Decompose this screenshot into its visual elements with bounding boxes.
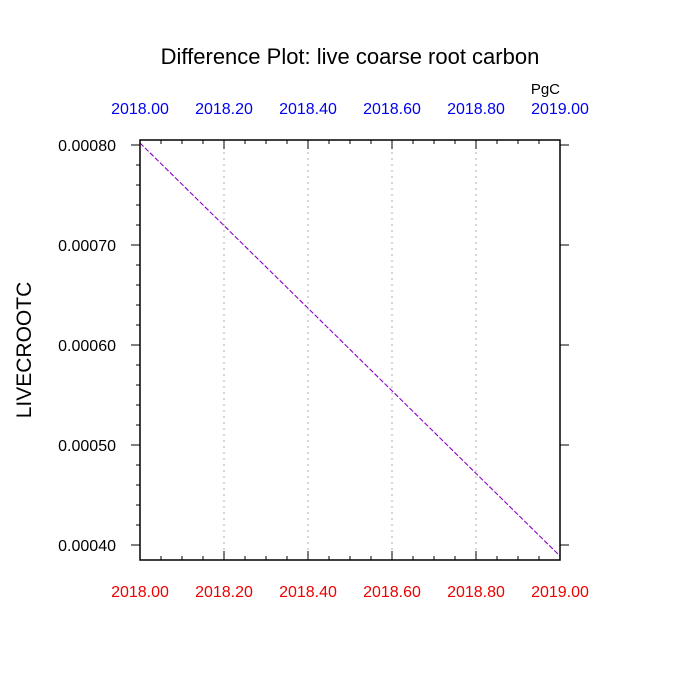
y-tick-label: 0.00040 — [58, 538, 116, 555]
y-tick-label: 0.00060 — [58, 338, 116, 355]
units-label: PgC — [531, 81, 560, 98]
y-tick-label: 0.00070 — [58, 238, 116, 255]
x-tick-label-bottom: 2018.40 — [279, 584, 337, 601]
tick-labels: 2018.00 2018.00 2018.20 2018.20 2018.40 2018.… — [58, 101, 589, 601]
x-tick-label-bottom: 2018.80 — [447, 584, 505, 601]
chart-title: Difference Plot: live coarse root carbon — [161, 44, 540, 69]
x-tick-label-top: 2018.80 — [447, 101, 505, 118]
x-tick-label-bottom: 2018.60 — [363, 584, 421, 601]
x-tick-label-bottom: 2018.00 — [111, 584, 169, 601]
y-tick-label: 0.00050 — [58, 438, 116, 455]
y-tick-label: 0.00080 — [58, 138, 116, 155]
y-axis-label: LIVECROOTC — [13, 282, 36, 419]
x-tick-label-top: 2018.60 — [363, 101, 421, 118]
series-group — [139, 142, 561, 557]
plot-frame — [139, 139, 561, 561]
x-tick-label-bottom: 2019.00 — [531, 584, 589, 601]
x-tick-label-top: 2019.00 — [531, 101, 589, 118]
x-tick-label-top: 2018.40 — [279, 101, 337, 118]
series-line — [139, 142, 561, 557]
x-tick-label-top: 2018.20 — [195, 101, 253, 118]
grid-lines — [223, 140, 477, 560]
x-tick-label-top: 2018.00 — [111, 101, 169, 118]
x-tick-label-bottom: 2018.20 — [195, 584, 253, 601]
